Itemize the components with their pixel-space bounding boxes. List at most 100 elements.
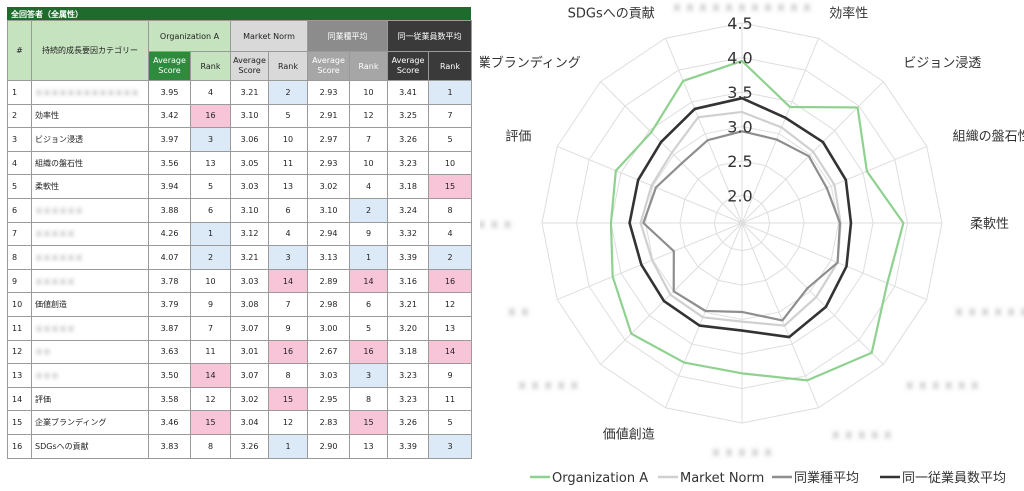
employee-rank: 12 — [428, 292, 473, 317]
industry-score: 2.97 — [307, 127, 351, 152]
grid-spoke — [665, 222, 743, 408]
market-score: 3.03 — [230, 268, 270, 294]
org-rank: 16 — [189, 103, 232, 129]
sub-header-score: Average Score — [148, 51, 191, 81]
row-category: ｘｘｘｘｘ — [31, 221, 149, 247]
market-rank: 2 — [268, 80, 309, 105]
market-score: 3.10 — [230, 197, 270, 223]
axis-label: 企業ブランディング — [480, 55, 581, 71]
industry-rank: 3 — [349, 363, 389, 388]
row-number: 1 — [7, 80, 32, 105]
org-score: 3.56 — [148, 150, 191, 176]
row-number: 7 — [7, 221, 32, 247]
row-category: ｘｘｘｘｘｘｘｘｘｘｘｘｘ — [31, 80, 149, 105]
table-row: 15 企業ブランディング 3.46 15 3.04 12 2.83 15 3.26 5 — [7, 410, 473, 435]
industry-rank: 5 — [349, 315, 389, 341]
employee-rank: 1 — [428, 80, 473, 105]
table-row: 12 ｘｘ 3.63 11 3.01 16 2.67 16 3.18 14 — [7, 339, 473, 365]
employee-rank: 9 — [428, 363, 473, 388]
org-score: 3.95 — [148, 80, 191, 105]
employee-rank: 8 — [428, 197, 473, 223]
row-number: 10 — [7, 292, 32, 317]
industry-rank: 9 — [349, 221, 389, 247]
market-rank: 9 — [268, 315, 309, 341]
results-table: # 持続的成長要因カテゴリー Organization A Market Nor… — [7, 20, 473, 459]
table-row: 6 ｘｘｘｘｘｘ 3.88 6 3.10 6 3.10 2 3.24 8 — [7, 197, 473, 223]
blurred-category-text: ｘｘｘｘｘｘ — [35, 205, 83, 215]
market-score: 3.26 — [230, 433, 270, 459]
grid-spoke — [741, 222, 927, 300]
market-score: 3.08 — [230, 292, 270, 317]
org-rank: 4 — [189, 80, 232, 105]
org-score: 3.83 — [148, 433, 191, 459]
table-row: 16 SDGsへの貢献 3.83 8 3.26 1 2.90 13 3.39 3 — [7, 433, 473, 459]
org-rank: 9 — [189, 292, 232, 317]
series-line-ind — [642, 130, 842, 322]
org-score: 3.58 — [148, 386, 191, 412]
employee-rank: 5 — [428, 410, 473, 435]
axis-label: 評価 — [505, 130, 531, 145]
blurred-category-text: ｘｘｘ — [35, 370, 59, 380]
employee-score: 3.20 — [387, 315, 430, 341]
axis-label: 柔軟性 — [970, 216, 1009, 232]
industry-score: 2.94 — [307, 221, 351, 247]
org-rank: 2 — [189, 245, 232, 270]
employee-score: 3.41 — [387, 80, 430, 105]
legend-label: 同業種平均 — [794, 470, 859, 486]
org-score: 3.88 — [148, 197, 191, 223]
market-rank: 11 — [268, 150, 309, 176]
employee-score: 3.23 — [387, 150, 430, 176]
industry-score: 2.98 — [307, 292, 351, 317]
org-score: 3.87 — [148, 315, 191, 341]
industry-score: 2.83 — [307, 410, 351, 435]
employee-score: 3.26 — [387, 410, 430, 435]
table-row: 1 ｘｘｘｘｘｘｘｘｘｘｘｘｘ 3.95 4 3.21 2 2.93 10 3.41 1 — [7, 80, 473, 105]
axis-label: ｘｘｘ — [480, 217, 514, 232]
col-header-category: 持続的成長要因カテゴリー — [31, 20, 149, 81]
row-number: 11 — [7, 315, 32, 341]
row-number: 3 — [7, 127, 32, 152]
row-number: 14 — [7, 386, 32, 412]
employee-rank: 3 — [428, 433, 473, 459]
industry-rank: 12 — [349, 103, 389, 129]
row-number: 6 — [7, 197, 32, 223]
org-rank: 8 — [189, 433, 232, 459]
row-number: 5 — [7, 174, 32, 199]
employee-score: 3.39 — [387, 433, 430, 459]
market-score: 3.05 — [230, 150, 270, 176]
grid-spoke — [557, 146, 743, 224]
row-category: ビジョン浸透 — [31, 127, 149, 152]
row-category: 企業ブランディング — [31, 410, 149, 435]
radial-tick-label: 3.5 — [727, 83, 752, 102]
employee-score: 3.25 — [387, 103, 430, 129]
industry-score: 2.90 — [307, 433, 351, 459]
industry-score: 3.10 — [307, 197, 351, 223]
org-rank: 14 — [189, 363, 232, 388]
row-category: 価値創造 — [31, 292, 149, 317]
row-category: ｘｘｘｘｘｘ — [31, 197, 149, 223]
employee-rank: 5 — [428, 127, 473, 152]
group-header-market: Market Norm — [230, 20, 309, 52]
axis-label: SDGsへの貢献 — [568, 6, 655, 21]
market-score: 3.04 — [230, 410, 270, 435]
org-rank: 11 — [189, 339, 232, 365]
sub-header-rank: Rank — [428, 51, 473, 81]
group-header-industry: 同業種平均 — [307, 20, 389, 52]
industry-rank: 15 — [349, 410, 389, 435]
grid-spoke — [741, 222, 884, 365]
employee-rank: 7 — [428, 103, 473, 129]
legend-label: Organization A — [552, 471, 648, 486]
row-category: 柔軟性 — [31, 174, 149, 199]
market-score: 3.21 — [230, 80, 270, 105]
sub-header-rank: Rank — [268, 51, 309, 81]
market-rank: 8 — [268, 363, 309, 388]
radial-tick-label: 3.0 — [727, 117, 752, 136]
legend-label: Market Norm — [680, 471, 764, 486]
series-line-emp — [628, 96, 853, 339]
org-score: 3.94 — [148, 174, 191, 199]
employee-rank: 11 — [428, 386, 473, 412]
grid-spoke — [741, 222, 819, 408]
industry-score: 2.67 — [307, 339, 351, 365]
row-number: 4 — [7, 150, 32, 176]
axis-label: ビジョン浸透 — [903, 56, 981, 71]
